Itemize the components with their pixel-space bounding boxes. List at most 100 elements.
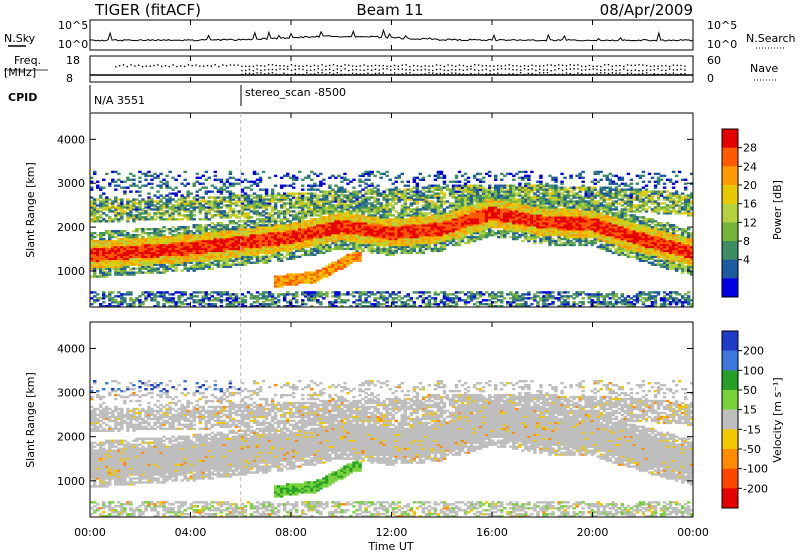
power-cell <box>267 303 272 306</box>
power-cell <box>171 301 175 304</box>
power-cell <box>105 251 109 255</box>
power-cell <box>328 243 332 247</box>
power-cell <box>93 235 97 239</box>
power-cell <box>156 243 160 247</box>
power-cell <box>376 208 380 211</box>
power-cell <box>340 233 344 237</box>
power-cell <box>364 293 368 296</box>
power-cell <box>310 237 314 241</box>
power-cell <box>442 202 447 205</box>
power-cell <box>243 259 248 262</box>
power-cell <box>301 222 305 225</box>
power-cell <box>358 255 362 259</box>
power-cell <box>177 261 181 264</box>
nave-dot <box>573 73 575 76</box>
power-cell <box>427 190 432 193</box>
power-cell <box>325 241 329 245</box>
power-cell <box>111 299 115 302</box>
power-cell <box>373 303 377 306</box>
power-cell <box>264 212 269 215</box>
power-cell <box>219 188 224 191</box>
power-cell <box>298 194 302 197</box>
power-cell <box>168 214 172 217</box>
power-cell <box>186 243 190 247</box>
power-cell <box>237 200 242 203</box>
nave-dot <box>588 73 591 75</box>
power-cell <box>319 235 323 239</box>
power-cell <box>135 263 139 266</box>
power-cell <box>421 293 426 296</box>
power-cell <box>264 247 269 251</box>
power-cell <box>285 196 290 199</box>
power-cell <box>198 263 202 266</box>
nave-dot <box>584 73 587 76</box>
power-cell <box>99 267 103 270</box>
power-cell <box>340 263 344 266</box>
power-cell <box>114 206 118 209</box>
power-cell <box>391 235 395 239</box>
power-cell <box>177 237 181 241</box>
power-cell <box>406 220 410 223</box>
power-cell <box>240 200 245 203</box>
power-cell <box>373 297 377 300</box>
power-cell <box>228 184 233 187</box>
power-cell <box>439 206 444 209</box>
power-cell <box>436 172 441 176</box>
power-cell <box>412 178 417 181</box>
power-cell <box>141 301 145 304</box>
power-cell <box>328 228 332 231</box>
power-cell <box>171 233 175 237</box>
nave-dot <box>321 69 323 71</box>
power-cell <box>231 176 236 180</box>
power-cell <box>325 239 329 243</box>
power-cell <box>403 233 407 237</box>
power-cell <box>430 200 435 203</box>
power-cell <box>295 233 299 237</box>
power-cell <box>114 210 118 213</box>
power-cell <box>165 218 169 221</box>
power-cell <box>174 241 178 245</box>
power-cell <box>90 267 94 270</box>
power-cell <box>102 239 106 243</box>
power-cell <box>406 228 410 231</box>
nave-dot <box>294 72 296 75</box>
power-cell <box>279 231 284 235</box>
power-cell <box>334 194 338 197</box>
power-cell <box>421 176 426 180</box>
power-cell <box>156 228 160 231</box>
power-cell <box>316 299 320 302</box>
power-cell <box>231 297 236 300</box>
power-cell <box>403 243 407 247</box>
power-cell <box>352 235 356 239</box>
power-cell <box>442 214 447 217</box>
power-cell <box>90 176 94 180</box>
power-cell <box>421 208 426 211</box>
nave-dot <box>390 73 392 76</box>
power-cell <box>102 291 106 294</box>
power-cell <box>282 174 287 178</box>
power-cell <box>165 180 169 183</box>
power-cell <box>337 231 341 235</box>
power-cell <box>279 226 284 229</box>
power-cell <box>316 226 320 229</box>
power-cell <box>180 202 184 205</box>
power-cell <box>279 279 284 282</box>
nave-label: Nave <box>750 62 778 75</box>
power-cell <box>282 245 287 249</box>
power-cell <box>370 293 374 296</box>
power-cell <box>270 243 275 247</box>
nave-dot <box>397 73 400 76</box>
power-cell <box>334 261 338 264</box>
power-cell <box>105 241 109 245</box>
power-cell <box>292 281 296 284</box>
power-cell <box>261 293 266 296</box>
nave-dot <box>668 68 671 70</box>
power-cell <box>138 218 142 221</box>
power-cell <box>340 261 344 264</box>
power-cell <box>337 259 341 262</box>
power-cell <box>391 196 395 199</box>
power-cell <box>222 231 227 235</box>
nave-dot <box>604 69 606 71</box>
power-cell <box>117 273 121 276</box>
power-cell <box>304 295 308 298</box>
